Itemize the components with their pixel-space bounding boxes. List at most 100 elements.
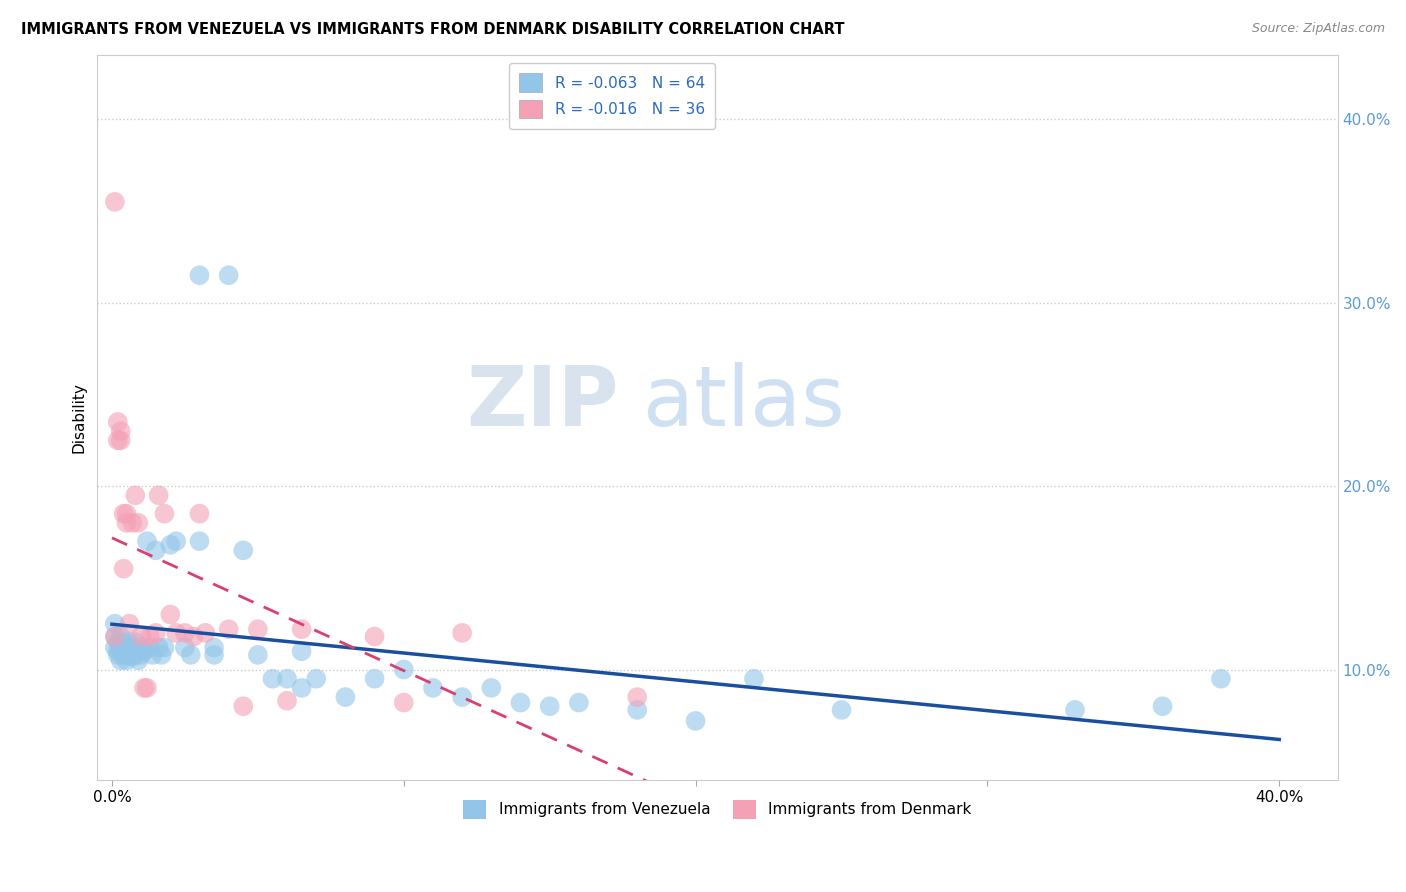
- Point: [363, 672, 385, 686]
- Point: [136, 681, 159, 695]
- Point: [142, 648, 165, 662]
- Point: [118, 616, 141, 631]
- Point: [392, 663, 415, 677]
- Point: [831, 703, 853, 717]
- Point: [451, 626, 474, 640]
- Point: [291, 681, 314, 695]
- Point: [159, 538, 181, 552]
- Point: [276, 672, 298, 686]
- Point: [112, 562, 135, 576]
- Point: [174, 640, 197, 655]
- Point: [118, 635, 141, 649]
- Point: [148, 640, 170, 655]
- Point: [112, 648, 135, 662]
- Point: [121, 516, 143, 530]
- Point: [107, 434, 129, 448]
- Point: [218, 622, 240, 636]
- Text: Source: ZipAtlas.com: Source: ZipAtlas.com: [1251, 22, 1385, 36]
- Point: [218, 268, 240, 283]
- Point: [112, 644, 135, 658]
- Point: [188, 507, 211, 521]
- Point: [685, 714, 707, 728]
- Point: [202, 640, 225, 655]
- Point: [110, 640, 132, 655]
- Point: [110, 630, 132, 644]
- Point: [115, 640, 138, 655]
- Point: [107, 648, 129, 662]
- Point: [180, 648, 202, 662]
- Point: [291, 644, 314, 658]
- Point: [232, 543, 254, 558]
- Point: [115, 507, 138, 521]
- Point: [1064, 703, 1087, 717]
- Point: [145, 626, 167, 640]
- Point: [392, 696, 415, 710]
- Point: [110, 434, 132, 448]
- Point: [124, 648, 146, 662]
- Point: [188, 534, 211, 549]
- Point: [509, 696, 531, 710]
- Point: [165, 626, 187, 640]
- Point: [107, 415, 129, 429]
- Point: [107, 644, 129, 658]
- Point: [479, 681, 502, 695]
- Y-axis label: Disability: Disability: [72, 382, 86, 453]
- Text: ZIP: ZIP: [465, 362, 619, 443]
- Point: [159, 607, 181, 622]
- Point: [153, 507, 176, 521]
- Point: [451, 690, 474, 704]
- Point: [139, 640, 162, 655]
- Point: [363, 630, 385, 644]
- Point: [153, 640, 176, 655]
- Point: [1209, 672, 1232, 686]
- Point: [129, 630, 152, 644]
- Point: [110, 653, 132, 667]
- Point: [104, 630, 127, 644]
- Point: [115, 648, 138, 662]
- Point: [132, 644, 155, 658]
- Point: [422, 681, 444, 695]
- Point: [127, 653, 149, 667]
- Point: [136, 534, 159, 549]
- Point: [305, 672, 328, 686]
- Point: [115, 653, 138, 667]
- Point: [246, 648, 269, 662]
- Point: [145, 543, 167, 558]
- Point: [188, 268, 211, 283]
- Point: [124, 635, 146, 649]
- Point: [121, 649, 143, 664]
- Point: [232, 699, 254, 714]
- Point: [129, 648, 152, 662]
- Point: [150, 648, 173, 662]
- Point: [148, 488, 170, 502]
- Point: [626, 703, 648, 717]
- Point: [104, 640, 127, 655]
- Point: [107, 635, 129, 649]
- Point: [335, 690, 357, 704]
- Point: [276, 694, 298, 708]
- Point: [104, 616, 127, 631]
- Point: [127, 516, 149, 530]
- Point: [538, 699, 561, 714]
- Point: [568, 696, 591, 710]
- Point: [121, 640, 143, 655]
- Point: [202, 648, 225, 662]
- Point: [1152, 699, 1174, 714]
- Point: [112, 507, 135, 521]
- Point: [262, 672, 284, 686]
- Text: IMMIGRANTS FROM VENEZUELA VS IMMIGRANTS FROM DENMARK DISABILITY CORRELATION CHAR: IMMIGRANTS FROM VENEZUELA VS IMMIGRANTS …: [21, 22, 845, 37]
- Point: [110, 424, 132, 438]
- Text: atlas: atlas: [643, 362, 845, 443]
- Point: [104, 630, 127, 644]
- Point: [115, 516, 138, 530]
- Point: [291, 622, 314, 636]
- Point: [139, 630, 162, 644]
- Point: [742, 672, 765, 686]
- Point: [626, 690, 648, 704]
- Point: [129, 640, 152, 655]
- Point: [104, 194, 127, 209]
- Point: [183, 630, 205, 644]
- Point: [124, 488, 146, 502]
- Point: [112, 635, 135, 649]
- Point: [132, 681, 155, 695]
